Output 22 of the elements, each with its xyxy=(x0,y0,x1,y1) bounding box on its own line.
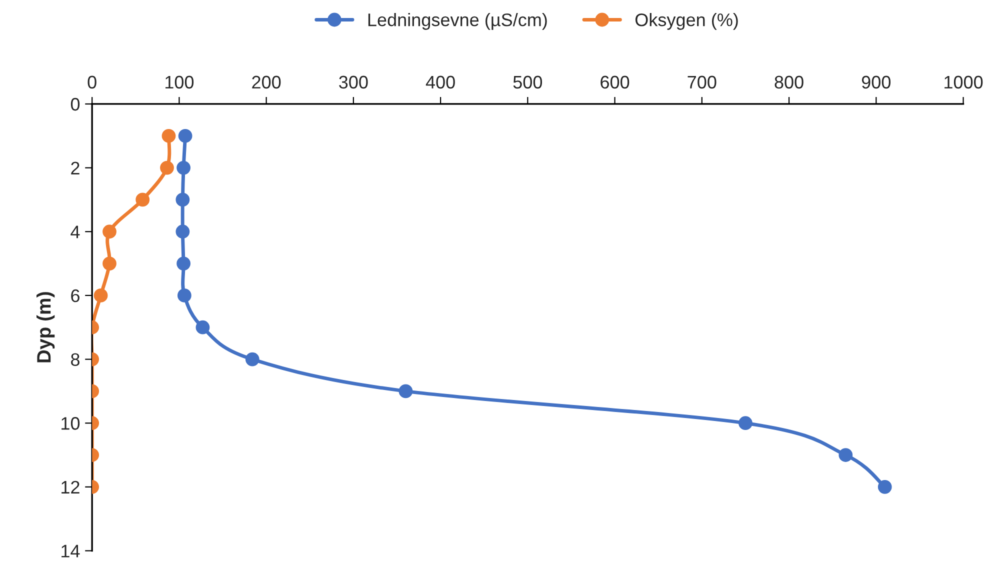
y-tick-label: 6 xyxy=(71,289,80,302)
y-tick-label: 4 xyxy=(70,226,80,238)
x-tick-label: 400 xyxy=(426,76,455,89)
x-tick-label: 700 xyxy=(688,76,716,89)
y-axis-title: Dyp (m) xyxy=(36,292,55,362)
x-tick-label: 300 xyxy=(339,76,368,89)
x-tick-label: 100 xyxy=(166,76,194,89)
y-tick-label: 8 xyxy=(71,353,80,366)
legend-label: Oksygen (%) xyxy=(635,12,738,30)
y-tick-label: 0 xyxy=(70,98,80,111)
x-tick-label: 1000 xyxy=(944,76,983,89)
x-tick-label: 800 xyxy=(774,76,804,89)
x-tick-label: 0 xyxy=(88,76,96,89)
legend-label: Ledningsevne (µS/cm) xyxy=(368,12,547,30)
y-tick-label: 14 xyxy=(62,544,80,558)
x-tick-label: 500 xyxy=(513,76,542,89)
y-tick-label: 12 xyxy=(62,480,80,494)
y-tick-label: 2 xyxy=(71,162,80,174)
x-tick-label: 900 xyxy=(862,76,891,89)
y-tick-label: 10 xyxy=(62,417,80,430)
x-tick-label: 600 xyxy=(600,76,630,89)
x-tick-label: 200 xyxy=(252,76,281,89)
